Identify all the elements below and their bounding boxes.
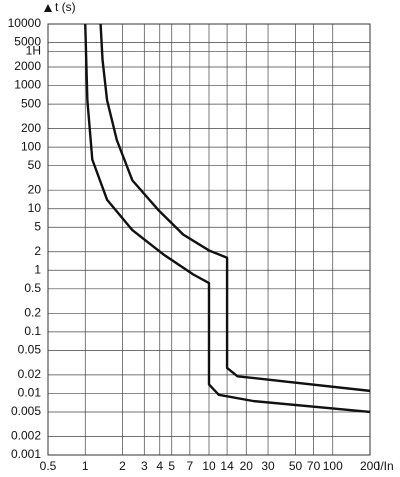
x-axis-label: I/In — [377, 459, 394, 473]
y-tick-label: 0.002 — [11, 429, 41, 443]
x-tick-label: 70 — [307, 459, 321, 473]
y-tick-label: 0.02 — [18, 367, 42, 381]
x-tick-label: 2 — [119, 459, 126, 473]
y-tick-label: 0.2 — [24, 305, 41, 319]
x-tick-label: 1 — [82, 459, 89, 473]
y-tick-label: 10000 — [8, 16, 42, 30]
y-tick-label: 0.1 — [24, 324, 41, 338]
y-tick-label: 200 — [21, 121, 41, 135]
y-axis-label: t (s) — [55, 0, 76, 14]
x-tick-label: 5 — [168, 459, 175, 473]
y-tick-label: 0.001 — [11, 447, 41, 461]
plot-border — [47, 23, 371, 456]
x-tick-label: 7 — [186, 459, 193, 473]
y-tick-label: 10 — [28, 201, 42, 215]
y-tick-label: 1H — [26, 43, 41, 57]
y-axis-arrow — [44, 4, 52, 12]
curve — [99, 23, 371, 393]
y-tick-label: 2 — [34, 244, 41, 258]
x-tick-label: 0.5 — [40, 459, 57, 473]
x-tick-label: 20 — [240, 459, 254, 473]
y-tick-label: 0.05 — [18, 343, 42, 357]
x-tick-label: 30 — [261, 459, 275, 473]
curve — [84, 23, 371, 414]
y-tick-label: 0.5 — [24, 281, 41, 295]
y-tick-label: 2000 — [14, 59, 41, 73]
x-tick-label: 14 — [220, 459, 234, 473]
y-tick-label: 500 — [21, 96, 41, 110]
x-tick-label: 4 — [156, 459, 163, 473]
y-tick-label: 5 — [34, 219, 41, 233]
x-tick-label: 200 — [360, 459, 380, 473]
x-tick-label: 50 — [289, 459, 303, 473]
x-tick-label: 10 — [202, 459, 216, 473]
y-tick-label: 0.01 — [18, 386, 42, 400]
x-tick-label: 100 — [323, 459, 343, 473]
y-tick-label: 100 — [21, 139, 41, 153]
x-tick-label: 3 — [141, 459, 148, 473]
y-tick-label: 20 — [28, 182, 42, 196]
y-tick-label: 1 — [34, 262, 41, 276]
y-tick-label: 50 — [28, 158, 42, 172]
y-tick-label: 0.005 — [11, 404, 41, 418]
y-tick-label: 5000 — [14, 35, 41, 49]
y-tick-label: 1000 — [14, 78, 41, 92]
